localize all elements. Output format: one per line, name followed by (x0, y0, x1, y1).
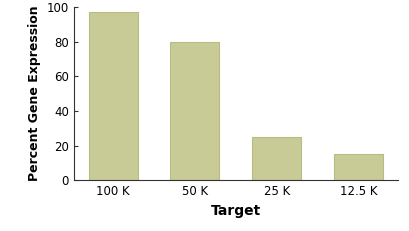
Y-axis label: Percent Gene Expression: Percent Gene Expression (28, 6, 41, 181)
Bar (170, 42, 219, 180)
Bar (252, 137, 301, 180)
Bar (333, 154, 382, 180)
Bar (88, 12, 137, 180)
X-axis label: Target: Target (210, 204, 260, 218)
